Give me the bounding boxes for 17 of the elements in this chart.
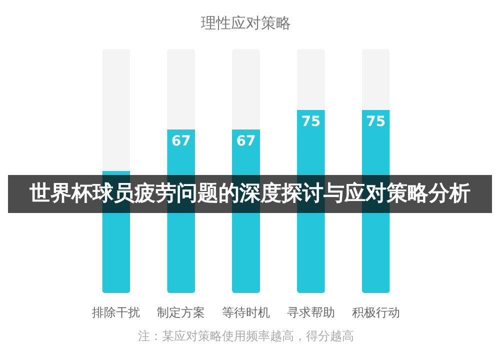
bar	[232, 49, 260, 130]
text: 注：某应对策略使用频率越高，得分越高	[138, 329, 354, 343]
data-label: 67	[171, 134, 191, 150]
bar	[102, 49, 130, 171]
x-tick-label: 积极行动	[352, 306, 400, 320]
x-tick-label: 排除干扰	[92, 306, 140, 320]
annotation: 世界杯球员疲劳问题的深度探讨与应对策略分析	[28, 181, 470, 205]
bar	[167, 49, 196, 130]
bar	[362, 49, 390, 110]
data-label: 75	[301, 114, 321, 130]
x-tick-label: 等待时机	[222, 306, 270, 320]
chart-title: 理性应对策略	[201, 14, 291, 32]
x-tick-label: 寻求帮助	[286, 306, 335, 320]
data-label: 75	[366, 114, 386, 130]
bar	[296, 49, 325, 110]
x-tick-label: 制定方案	[157, 306, 206, 320]
data-label: 67	[236, 134, 256, 150]
